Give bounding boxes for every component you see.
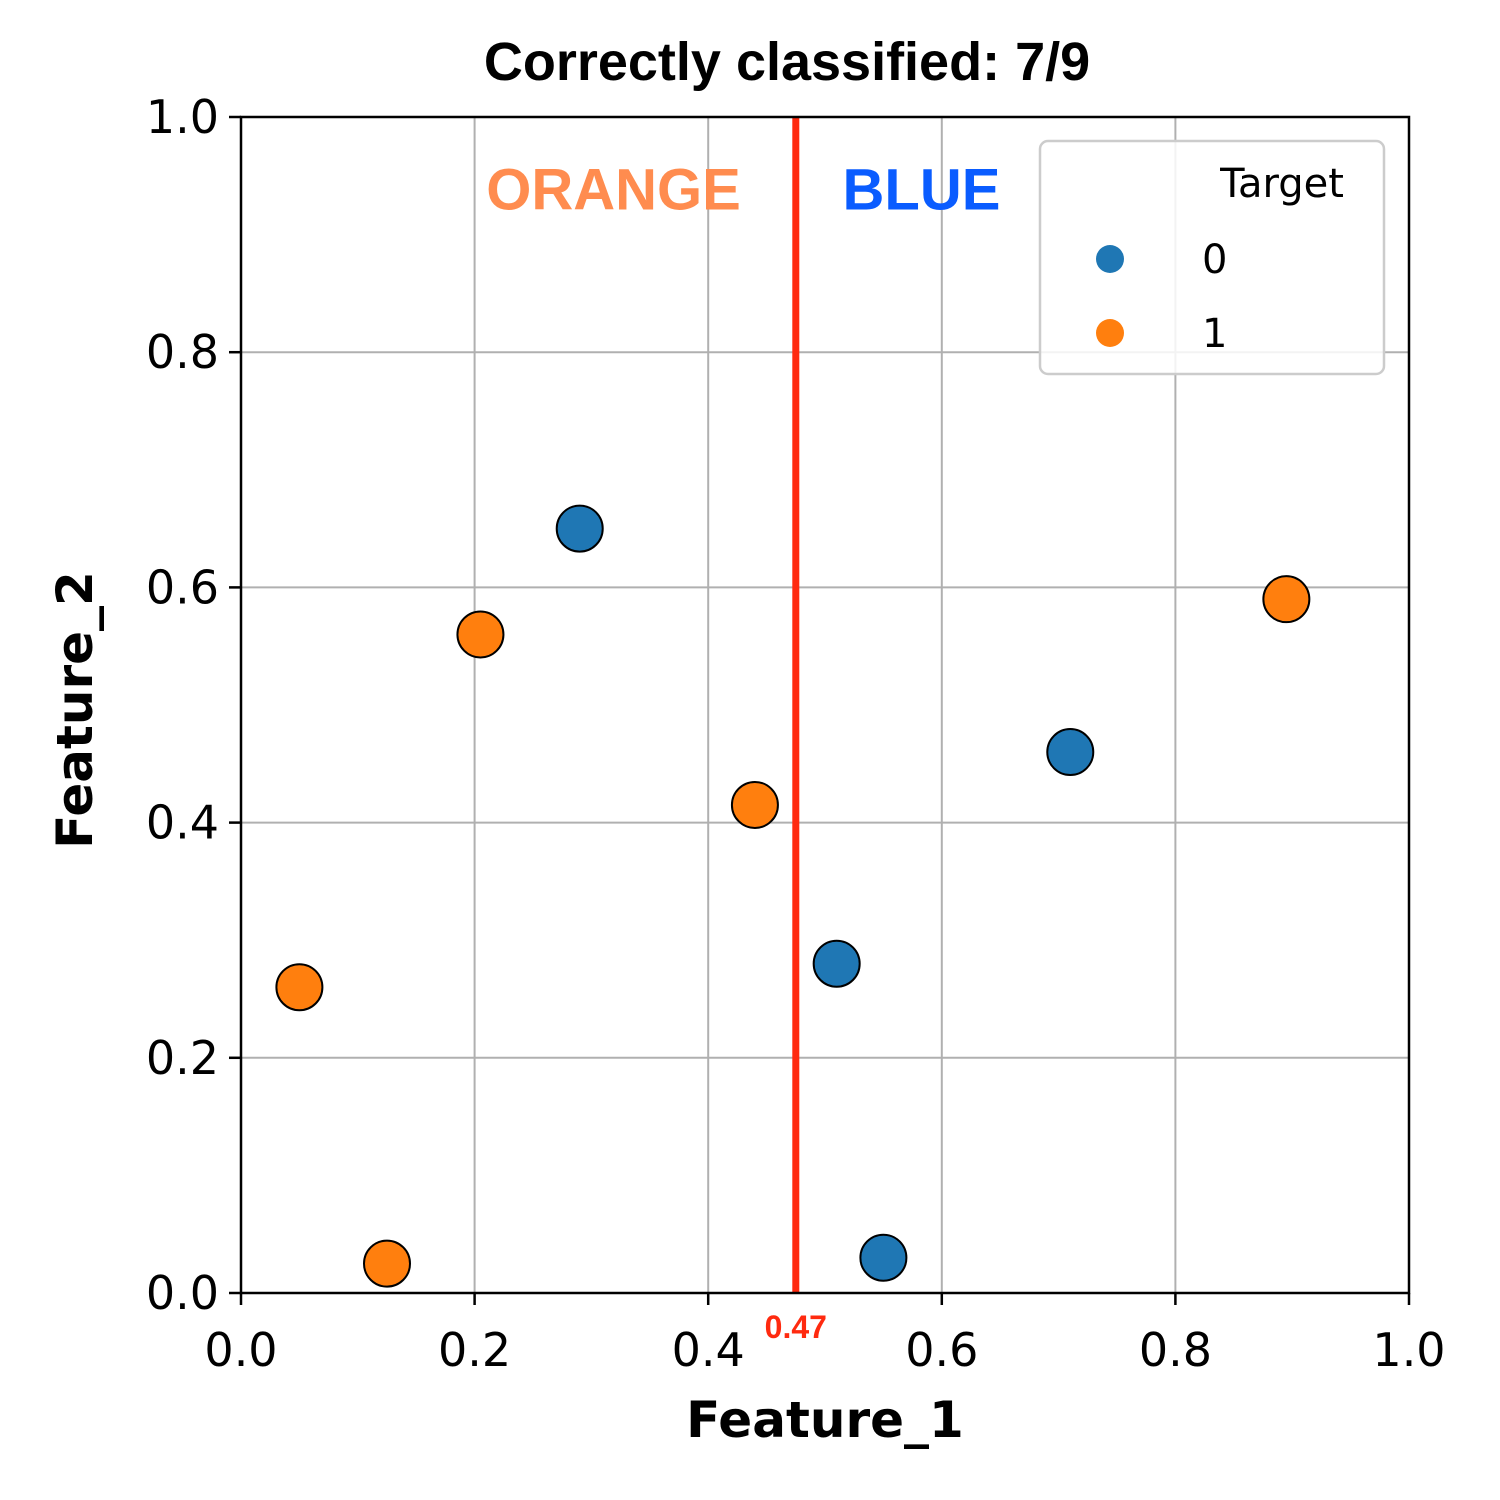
x-tick-label: 1.0 bbox=[1372, 1323, 1445, 1377]
region-label: BLUE bbox=[843, 158, 1001, 223]
threshold: 0.47 bbox=[765, 117, 827, 1345]
data-point bbox=[1262, 575, 1311, 624]
legend: Target 0 1 bbox=[1038, 139, 1386, 376]
x-tick-label: 0.2 bbox=[438, 1323, 511, 1377]
data-point bbox=[456, 610, 505, 659]
region-labels: ORANGE BLUE bbox=[486, 158, 1000, 223]
y-tick-label: 0.4 bbox=[146, 796, 219, 850]
axis-ticks: 0.0 0.2 0.4 0.6 0.8 1.0 0.0 0.2 0.4 0.6 0.8 1.0 bbox=[146, 90, 1446, 1377]
y-tick-label: 0.2 bbox=[146, 1031, 219, 1085]
x-tick-label: 0.0 bbox=[204, 1323, 277, 1377]
y-tick-label: 1.0 bbox=[146, 90, 219, 144]
region-label: ORANGE bbox=[486, 158, 741, 223]
x-axis-label: Feature_1 bbox=[686, 1391, 964, 1449]
y-tick-label: 0.8 bbox=[146, 325, 219, 379]
legend-marker bbox=[1096, 319, 1124, 347]
data-point bbox=[859, 1233, 908, 1282]
y-tick-label: 0.0 bbox=[146, 1266, 219, 1320]
plot-frame bbox=[239, 115, 1411, 1295]
x-tick-label: 0.4 bbox=[672, 1323, 745, 1377]
legend-title: Target bbox=[1219, 161, 1344, 207]
legend-marker bbox=[1096, 245, 1124, 273]
data-point bbox=[812, 939, 861, 988]
data-points bbox=[275, 504, 1311, 1288]
chart-title: Correctly classified: 7/9 bbox=[484, 32, 1090, 92]
data-point bbox=[275, 963, 324, 1012]
data-point bbox=[555, 504, 604, 553]
legend-box bbox=[1038, 139, 1386, 376]
legend-entry-label: 0 bbox=[1202, 237, 1227, 283]
threshold-label: 0.47 bbox=[765, 1309, 827, 1345]
x-tick-label: 0.8 bbox=[1139, 1323, 1212, 1377]
y-axis-label: Feature_2 bbox=[46, 571, 104, 849]
data-point bbox=[1046, 728, 1095, 777]
legend-entry-label: 1 bbox=[1202, 311, 1227, 357]
data-point bbox=[363, 1239, 411, 1288]
data-point bbox=[730, 780, 779, 829]
x-tick-label: 0.6 bbox=[905, 1323, 978, 1377]
y-tick-label: 0.6 bbox=[146, 560, 219, 614]
